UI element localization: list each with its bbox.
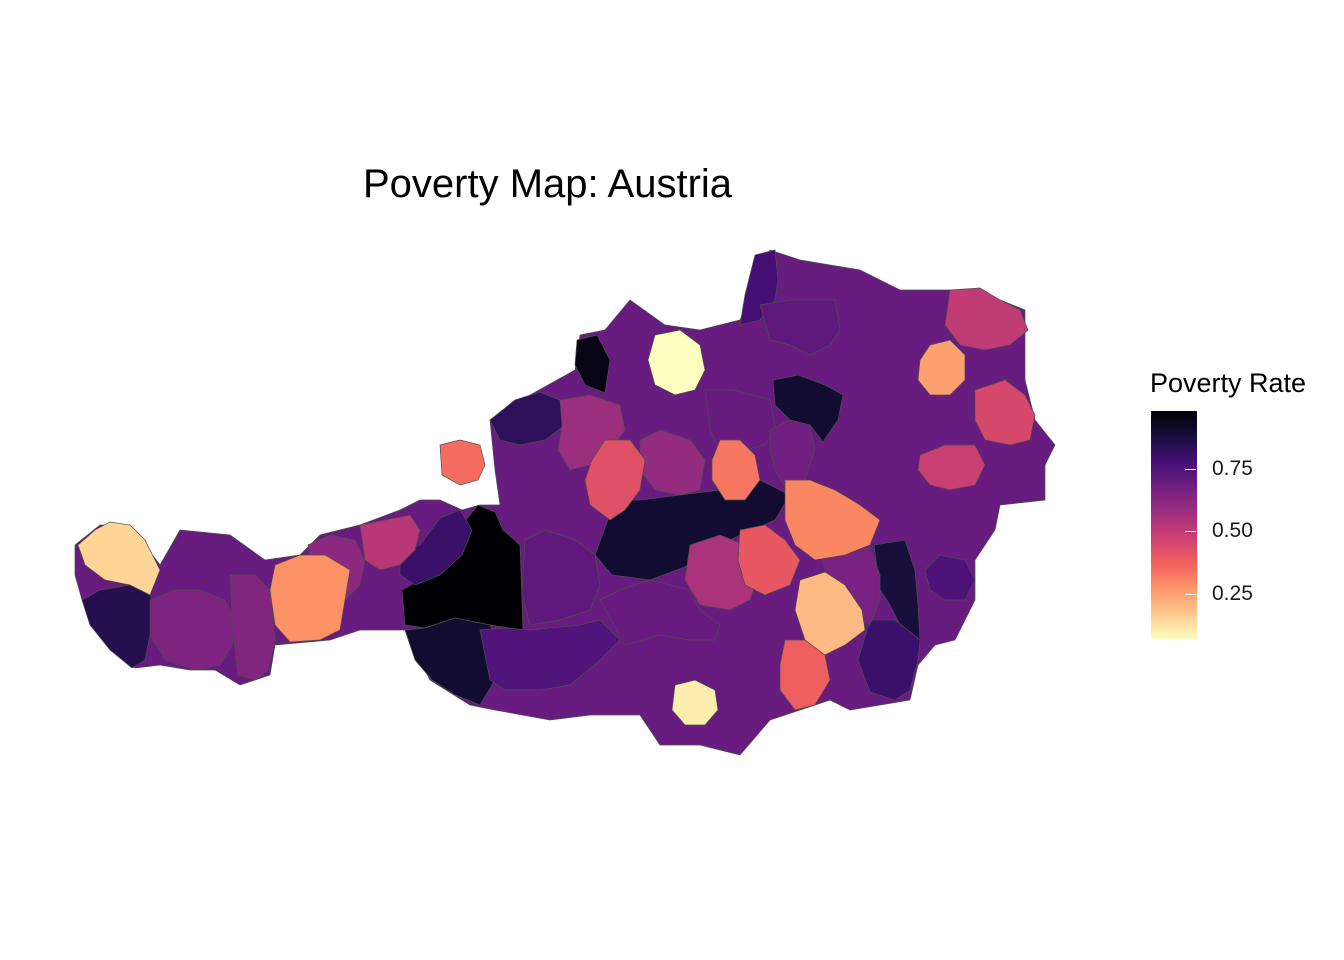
map-region bbox=[917, 339, 966, 396]
map-region bbox=[784, 479, 881, 561]
map-region bbox=[794, 571, 866, 656]
map-region bbox=[77, 521, 161, 596]
legend-title: Poverty Rate bbox=[1150, 368, 1307, 398]
map-region bbox=[229, 574, 276, 681]
legend-colorbar bbox=[1151, 411, 1197, 639]
map-region bbox=[772, 374, 844, 443]
map-region bbox=[944, 287, 1029, 351]
legend-tick-label: 0.50 bbox=[1212, 519, 1253, 542]
map-region bbox=[857, 619, 921, 701]
legend-tick-mark bbox=[1185, 469, 1196, 470]
map-region bbox=[974, 379, 1036, 446]
map-region bbox=[737, 524, 801, 596]
map-region bbox=[759, 299, 841, 356]
map-region bbox=[479, 619, 621, 691]
map-region bbox=[149, 589, 236, 671]
map-region bbox=[359, 514, 421, 571]
map-region bbox=[917, 444, 986, 491]
legend-tick-mark bbox=[1185, 531, 1196, 532]
map-region bbox=[439, 439, 486, 486]
map-region bbox=[647, 329, 706, 396]
map-region bbox=[704, 389, 776, 451]
map-title: Poverty Map: Austria bbox=[363, 162, 733, 206]
legend-tick-label: 0.25 bbox=[1212, 582, 1253, 605]
legend-tick-mark bbox=[1185, 594, 1196, 595]
map-region bbox=[639, 429, 706, 496]
map-region bbox=[584, 439, 646, 521]
map-region bbox=[594, 479, 791, 581]
map-region bbox=[574, 334, 611, 394]
legend-tick-label: 0.75 bbox=[1212, 457, 1253, 480]
map-region bbox=[521, 529, 601, 626]
map-region bbox=[399, 509, 473, 586]
map-region bbox=[599, 579, 721, 646]
map-region bbox=[671, 679, 719, 726]
regions-group bbox=[74, 249, 1056, 756]
map-region bbox=[711, 439, 761, 501]
map-region bbox=[924, 554, 976, 601]
map-region bbox=[269, 554, 351, 643]
